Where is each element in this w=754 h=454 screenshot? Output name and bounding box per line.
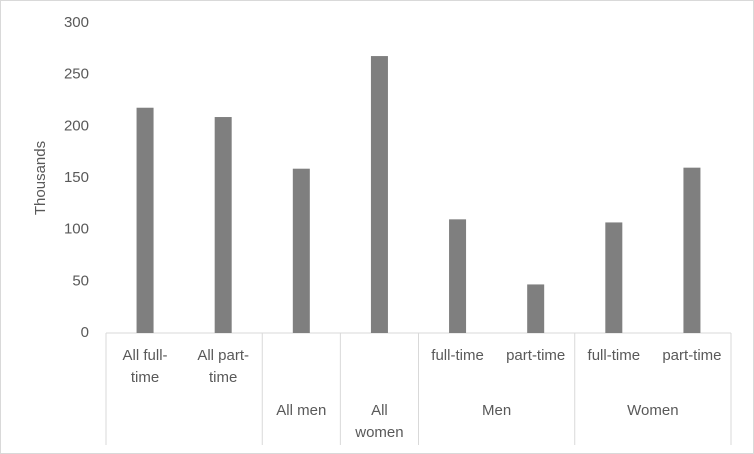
- y-tick-label: 200: [64, 117, 89, 134]
- y-tick-label: 50: [72, 272, 89, 289]
- bar: [527, 284, 545, 333]
- x-tick-label: All full-time: [122, 347, 168, 386]
- y-tick-label: 150: [64, 169, 89, 186]
- y-tick-label: 250: [64, 66, 89, 83]
- group-label: Men: [482, 402, 512, 419]
- bar: [292, 168, 310, 333]
- y-tick-label: 0: [81, 324, 89, 341]
- bar: [136, 107, 154, 333]
- bar: [605, 222, 623, 333]
- y-tick-label: 300: [64, 14, 89, 31]
- y-axis-label: Thousands: [32, 141, 49, 215]
- group-label: All women: [355, 402, 404, 441]
- x-tick-label: full-time: [587, 347, 641, 364]
- bar: [449, 219, 467, 333]
- x-tick-label: All part-time: [197, 347, 250, 386]
- y-tick-label: 100: [64, 221, 89, 238]
- x-tick-label: full-time: [431, 347, 484, 364]
- bar: [214, 117, 232, 334]
- group-label: Women: [627, 402, 679, 419]
- bar: [370, 56, 388, 334]
- x-tick-label: part-time: [506, 347, 566, 364]
- x-tick-label: part-time: [662, 347, 722, 364]
- bar: [683, 167, 701, 333]
- group-label: All men: [276, 402, 327, 419]
